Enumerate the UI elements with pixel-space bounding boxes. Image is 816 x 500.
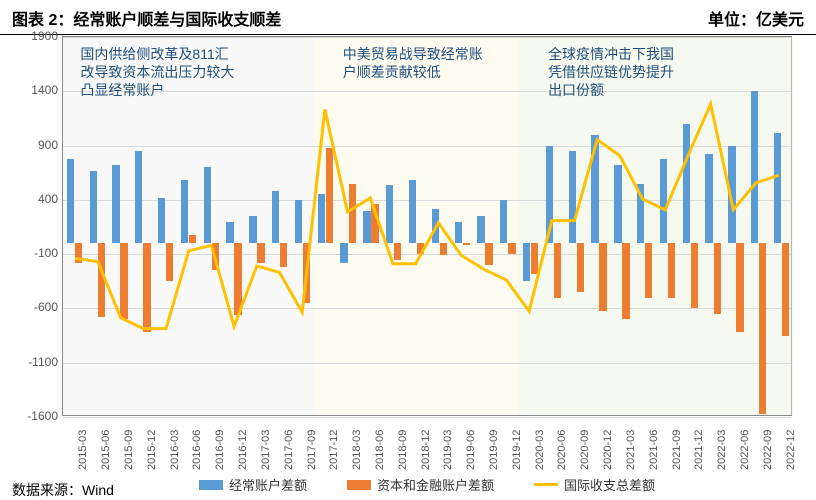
y-tick-label: -100 [34,246,58,260]
x-tick-label: 2021-12 [693,430,697,470]
x-tick-label: 2021-03 [625,430,629,470]
annotation-text: 中美贸易战导致经常账户顺差贡献较低 [343,45,483,81]
x-tick-label: 2022-12 [785,430,789,470]
y-tick-label: 1900 [31,29,58,43]
plot-area: 国内供给侧改革及811汇改导致资本流出压力较大凸显经常账户 中美贸易战导致经常账户… [62,36,792,416]
x-tick-label: 2021-09 [671,430,675,470]
chart-figure: 图表 2：经常账户顺差与国际收支顺差 单位：亿美元 -1600 -1100 -600… [0,0,816,500]
x-tick-label: 2017-06 [283,430,287,470]
legend-bop-total: 国际收支总差额 [534,475,655,494]
x-tick-label: 2015-12 [146,430,150,470]
chart-unit: 单位：亿美元 [708,6,804,30]
x-tick-label: 2019-03 [442,430,446,470]
x-tick-label: 2016-03 [169,430,173,470]
y-tick-label: 1400 [31,83,58,97]
x-tick-label: 2015-03 [77,430,81,470]
x-tick-label: 2016-12 [237,430,241,470]
legend-capital-account: 资本和金融账户差额 [347,475,494,494]
bop-line [75,104,778,329]
x-tick-label: 2020-06 [556,430,560,470]
x-tick-label: 2019-09 [488,430,492,470]
legend-label: 经常账户差额 [229,475,307,494]
x-tick-label: 2017-12 [328,430,332,470]
y-tick-label: -1600 [27,409,58,423]
x-tick-label: 2016-06 [191,430,195,470]
x-tick-label: 2018-06 [374,430,378,470]
x-axis: 2015-03 2015-06 2015-09 2015-12 2016-03 2016-… [62,420,792,474]
x-tick-label: 2015-09 [123,430,127,470]
legend-current-account: 经常账户差额 [199,475,307,494]
y-tick-label: -1100 [28,355,58,369]
x-tick-label: 2018-03 [351,430,355,470]
annotation-text: 全球疫情冲击下我国凭借供应链优势提升出口份额 [548,45,674,100]
x-tick-label: 2022-03 [716,430,720,470]
x-tick-label: 2016-09 [214,430,218,470]
swatch-line-icon [534,483,558,486]
chart-title: 图表 2：经常账户顺差与国际收支顺差 [12,6,281,30]
y-axis: -1600-1100-600-10040090014001900 [18,36,60,416]
y-tick-label: -600 [34,300,58,314]
x-tick-label: 2022-06 [739,430,743,470]
legend-label: 国际收支总差额 [564,475,655,494]
legend: 经常账户差额 资本和金融账户差额 国际收支总差额 [62,475,792,494]
annotation-text: 国内供给侧改革及811汇改导致资本流出压力较大凸显经常账户 [80,45,234,100]
x-tick-label: 2019-12 [511,430,515,470]
x-tick-label: 2017-09 [306,430,310,470]
x-tick-label: 2018-09 [397,430,401,470]
header: 图表 2：经常账户顺差与国际收支顺差 单位：亿美元 [0,0,816,35]
x-tick-label: 2015-06 [100,430,104,470]
y-tick-label: 400 [38,192,58,206]
legend-label: 资本和金融账户差额 [377,475,494,494]
x-tick-label: 2021-06 [648,430,652,470]
swatch-icon [199,480,223,490]
x-tick-label: 2020-09 [579,430,583,470]
x-tick-label: 2017-03 [260,430,264,470]
x-tick-label: 2018-12 [420,430,424,470]
y-tick-label: 900 [38,138,58,152]
x-tick-label: 2022-09 [762,430,766,470]
x-tick-label: 2020-03 [534,430,538,470]
data-source: 数据来源：Wind [12,478,114,500]
x-tick-label: 2020-12 [602,430,606,470]
x-tick-label: 2019-06 [465,430,469,470]
swatch-icon [347,480,371,490]
